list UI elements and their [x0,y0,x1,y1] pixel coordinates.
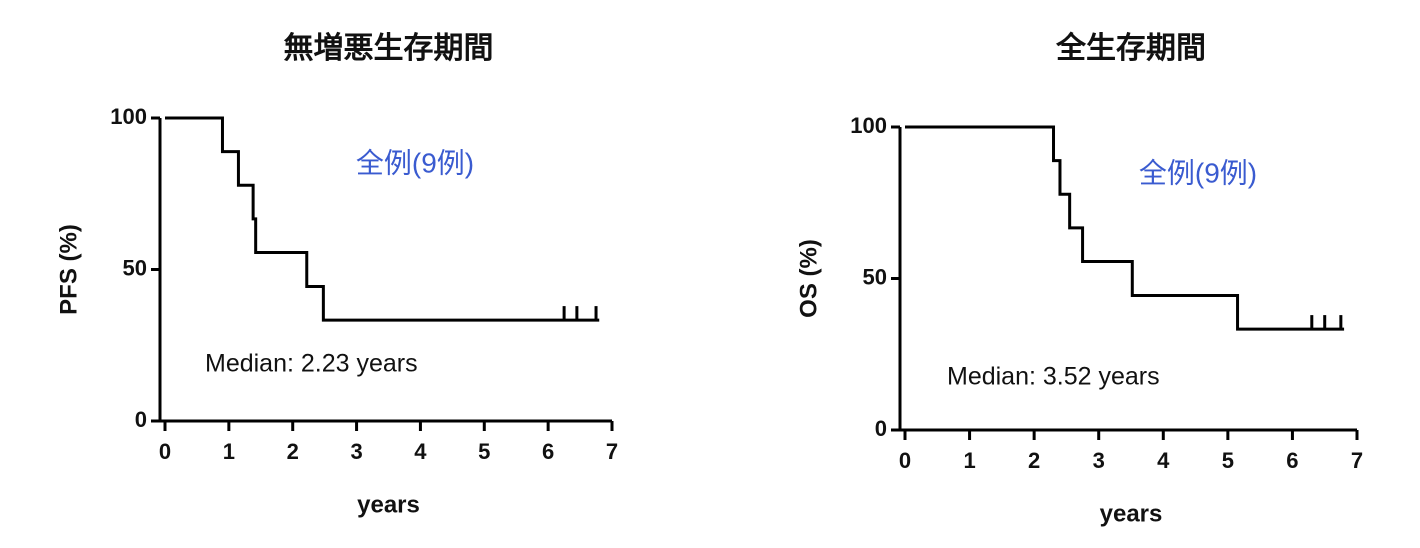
x-tick-label: 1 [223,439,235,464]
y-tick-label: 100 [110,104,147,129]
y-tick-label: 100 [850,113,887,138]
y-tick-label: 0 [135,407,147,432]
median-label: Median: 2.23 years [205,350,418,378]
x-tick-label: 3 [1093,448,1105,473]
x-tick-label: 3 [350,439,362,464]
x-tick-label: 1 [963,448,975,473]
x-tick-label: 5 [478,439,490,464]
survival-curve [905,125,1345,331]
x-tick-label: 2 [1028,448,1040,473]
annotation: 全例(9例) [1139,157,1257,188]
x-tick-label: 7 [606,439,618,464]
x-tick-label: 6 [542,439,554,464]
y-axis-label: OS (%) [795,239,822,318]
x-tick-label: 5 [1222,448,1234,473]
y-tick-label: 0 [875,416,887,441]
survival-curve [165,116,600,322]
x-tick-label: 2 [287,439,299,464]
y-tick-label: 50 [123,255,147,280]
y-tick-label: 50 [863,264,887,289]
x-axis-label: years [357,491,420,518]
x-tick-label: 7 [1351,448,1363,473]
chart-title: 無増悪生存期間 [284,32,494,65]
median-label: Median: 3.52 years [947,363,1160,391]
chart-title: 全生存期間 [1055,31,1206,65]
x-tick-label: 0 [899,448,911,473]
x-tick-label: 0 [159,439,171,464]
x-tick-label: 4 [414,439,427,464]
x-tick-label: 6 [1286,448,1298,473]
x-tick-label: 4 [1157,448,1170,473]
x-axis-label: years [1100,500,1163,527]
y-axis-label: PFS (%) [55,224,82,315]
annotation: 全例(9例) [356,147,474,178]
